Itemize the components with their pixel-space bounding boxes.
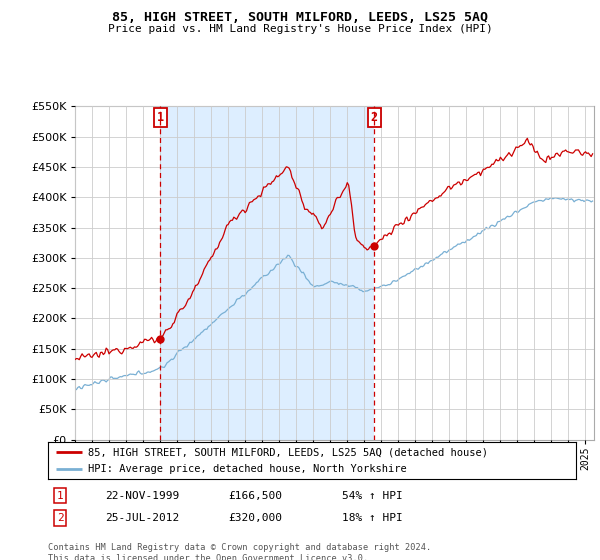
Text: 18% ↑ HPI: 18% ↑ HPI xyxy=(342,513,403,523)
Text: 25-JUL-2012: 25-JUL-2012 xyxy=(105,513,179,523)
Text: 1: 1 xyxy=(157,111,164,124)
Text: 2: 2 xyxy=(371,111,378,124)
Text: £320,000: £320,000 xyxy=(228,513,282,523)
Text: 22-NOV-1999: 22-NOV-1999 xyxy=(105,491,179,501)
Text: Contains HM Land Registry data © Crown copyright and database right 2024.
This d: Contains HM Land Registry data © Crown c… xyxy=(48,543,431,560)
Text: Price paid vs. HM Land Registry's House Price Index (HPI): Price paid vs. HM Land Registry's House … xyxy=(107,24,493,34)
Text: 2: 2 xyxy=(56,513,64,523)
Text: HPI: Average price, detached house, North Yorkshire: HPI: Average price, detached house, Nort… xyxy=(88,464,406,474)
Text: 1: 1 xyxy=(56,491,64,501)
Text: 85, HIGH STREET, SOUTH MILFORD, LEEDS, LS25 5AQ (detached house): 85, HIGH STREET, SOUTH MILFORD, LEEDS, L… xyxy=(88,447,488,457)
Text: 85, HIGH STREET, SOUTH MILFORD, LEEDS, LS25 5AQ: 85, HIGH STREET, SOUTH MILFORD, LEEDS, L… xyxy=(112,11,488,24)
Text: 54% ↑ HPI: 54% ↑ HPI xyxy=(342,491,403,501)
Bar xyxy=(160,106,374,440)
Text: £166,500: £166,500 xyxy=(228,491,282,501)
